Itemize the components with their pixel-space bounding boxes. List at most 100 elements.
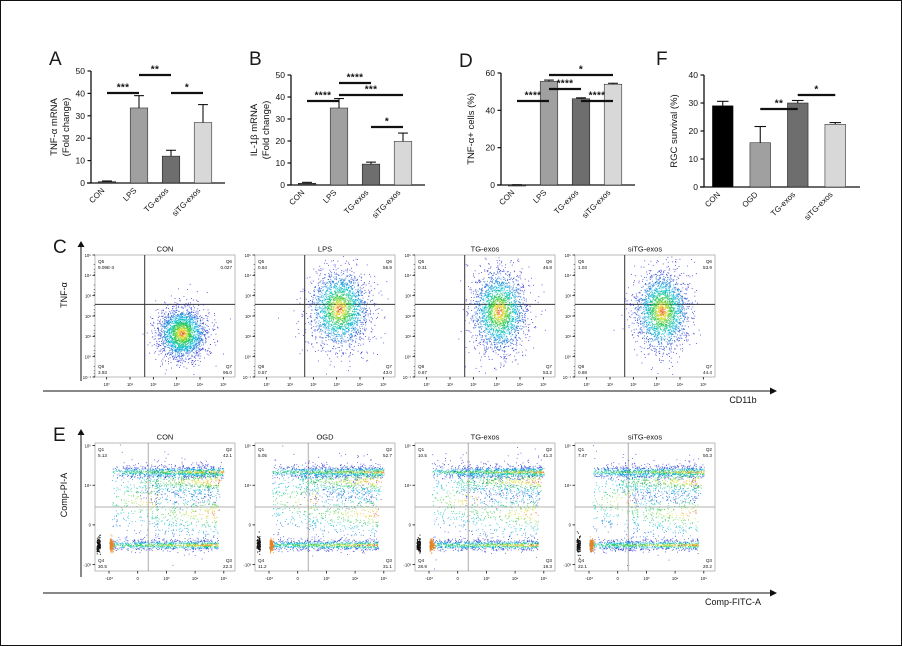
svg-text:10⁵: 10⁵ xyxy=(220,382,227,387)
svg-text:*: * xyxy=(579,65,583,76)
svg-text:****: **** xyxy=(589,91,606,102)
svg-text:TG-exos: TG-exos xyxy=(769,190,797,218)
svg-text:****: **** xyxy=(315,91,332,102)
svg-text:10⁴: 10⁴ xyxy=(245,273,252,278)
panel-b: B 0 10 20 30 40 50 IL-1β mRNA (Fold change) CON L… xyxy=(249,49,439,234)
svg-text:30: 30 xyxy=(76,111,86,121)
panel-d-chart: 0 20 40 60 TNF-α+ cells (%) CON LPS TG-exos siTG… xyxy=(466,65,635,220)
svg-text:OGD: OGD xyxy=(740,190,759,209)
svg-text:43.0: 43.0 xyxy=(383,370,392,375)
svg-text:*: * xyxy=(814,85,818,96)
svg-text:10⁵: 10⁵ xyxy=(85,253,92,258)
svg-text:LPS: LPS xyxy=(531,188,548,205)
svg-text:TG-exos: TG-exos xyxy=(342,188,370,216)
panel-c-flow-plots: CON 10⁵ 10⁴ 10³ 10² 10¹ 10⁰ 10⁻¹ 10⁰ 10¹ 10² 10³ 10⁴… xyxy=(43,241,777,405)
svg-text:siTG-exos: siTG-exos xyxy=(370,188,402,220)
svg-text:96.0: 96.0 xyxy=(223,370,232,375)
svg-text:10⁻¹: 10⁻¹ xyxy=(243,375,252,380)
svg-text:20: 20 xyxy=(689,126,699,136)
svg-text:10¹: 10¹ xyxy=(85,334,92,339)
svg-text:0: 0 xyxy=(490,180,495,190)
panel-a: A 0 10 20 30 40 50 TNF-α mRNA (Fold change) CON L… xyxy=(49,49,239,234)
svg-text:CON: CON xyxy=(703,190,722,209)
svg-text:10¹: 10¹ xyxy=(127,382,134,387)
svg-text:10⁴: 10⁴ xyxy=(357,382,364,387)
svg-text:9.09E-3: 9.09E-3 xyxy=(98,265,115,270)
svg-text:10³: 10³ xyxy=(334,382,341,387)
svg-text:0: 0 xyxy=(693,182,698,192)
svg-text:Q7: Q7 xyxy=(386,364,393,369)
svg-text:40: 40 xyxy=(689,70,699,80)
svg-text:10³: 10³ xyxy=(245,293,252,298)
svg-text:20: 20 xyxy=(486,143,496,153)
svg-text:*: * xyxy=(385,117,389,128)
svg-text:30: 30 xyxy=(689,98,699,108)
svg-text:siTG-exos: siTG-exos xyxy=(580,188,612,220)
svg-text:10⁴: 10⁴ xyxy=(197,382,204,387)
svg-text:3.93: 3.93 xyxy=(98,370,107,375)
svg-text:10⁵: 10⁵ xyxy=(245,253,252,258)
svg-text:20: 20 xyxy=(76,133,86,143)
svg-text:10⁰: 10⁰ xyxy=(85,354,92,359)
panel-c: C CON 10⁵ 10⁴ 10³ 10² 10¹ 10⁰ 10⁻¹ 10⁰ 10¹ 10² 10³ 1… xyxy=(43,233,898,413)
svg-text:CON: CON xyxy=(287,188,306,207)
panel-d-letter: D xyxy=(459,51,473,73)
svg-text:56.9: 56.9 xyxy=(383,265,392,270)
svg-text:0.57: 0.57 xyxy=(258,370,267,375)
svg-text:50: 50 xyxy=(76,66,86,76)
svg-text:(Fold change): (Fold change) xyxy=(261,101,272,160)
svg-text:TNF-α mRNA: TNF-α mRNA xyxy=(49,97,60,155)
svg-text:10⁰: 10⁰ xyxy=(263,382,270,387)
svg-text:Q6: Q6 xyxy=(226,259,233,264)
svg-text:20: 20 xyxy=(276,136,286,146)
svg-text:TG-exos: TG-exos xyxy=(142,186,170,214)
svg-text:IL-1β mRNA: IL-1β mRNA xyxy=(249,103,260,156)
panel-a-letter: A xyxy=(49,49,62,71)
svg-text:Q7: Q7 xyxy=(226,364,233,369)
svg-text:10⁰: 10⁰ xyxy=(103,382,110,387)
svg-text:siTG-exos: siTG-exos xyxy=(803,190,835,222)
panel-a-chart: 0 10 20 30 40 50 TNF-α mRNA (Fold change) CON LPS… xyxy=(49,65,225,218)
svg-text:LPS: LPS xyxy=(121,186,138,203)
svg-text:CON: CON xyxy=(157,245,174,254)
svg-text:40: 40 xyxy=(486,105,496,115)
svg-text:0: 0 xyxy=(280,180,285,190)
svg-text:40: 40 xyxy=(76,88,86,98)
svg-text:****: **** xyxy=(347,73,364,84)
svg-text:10⁻¹: 10⁻¹ xyxy=(83,375,92,380)
svg-text:10: 10 xyxy=(276,158,286,168)
panel-b-letter: B xyxy=(249,49,262,71)
svg-text:CON: CON xyxy=(87,186,106,205)
svg-text:10²: 10² xyxy=(85,314,92,319)
svg-text:siTG-exos: siTG-exos xyxy=(170,186,202,218)
svg-text:TNF-α+ cells (%): TNF-α+ cells (%) xyxy=(466,93,477,165)
svg-text:Q5: Q5 xyxy=(258,259,265,264)
panel-f-chart: 0 10 20 30 40 RGC survival (%) CON OGD TG-exos si… xyxy=(669,70,860,222)
svg-text:0.64: 0.64 xyxy=(258,265,267,270)
panel-f: F 0 10 20 30 40 RGC survival (%) CON OGD TG-exos… xyxy=(656,49,896,234)
svg-text:10³: 10³ xyxy=(174,382,181,387)
svg-text:0: 0 xyxy=(80,178,85,188)
svg-text:Q6: Q6 xyxy=(386,259,393,264)
svg-text:50: 50 xyxy=(276,70,286,80)
panel-c-letter: C xyxy=(53,237,67,259)
svg-text:(Fold change): (Fold change) xyxy=(61,98,72,157)
svg-text:TG-exos: TG-exos xyxy=(471,245,500,254)
svg-text:**: ** xyxy=(151,65,159,76)
svg-text:10: 10 xyxy=(689,154,699,164)
svg-text:RGC survival (%): RGC survival (%) xyxy=(669,94,680,167)
svg-text:10⁴: 10⁴ xyxy=(85,273,92,278)
svg-text:0.027: 0.027 xyxy=(221,265,233,270)
svg-text:10¹: 10¹ xyxy=(287,382,294,387)
svg-text:10³: 10³ xyxy=(85,293,92,298)
svg-text:**: ** xyxy=(775,99,783,110)
svg-text:Q8: Q8 xyxy=(258,364,265,369)
svg-text:10⁵: 10⁵ xyxy=(380,382,387,387)
svg-text:CON: CON xyxy=(497,188,516,207)
svg-text:10²: 10² xyxy=(150,382,157,387)
svg-text:10²: 10² xyxy=(310,382,317,387)
svg-text:****: **** xyxy=(557,79,574,90)
svg-text:LPS: LPS xyxy=(321,188,338,205)
